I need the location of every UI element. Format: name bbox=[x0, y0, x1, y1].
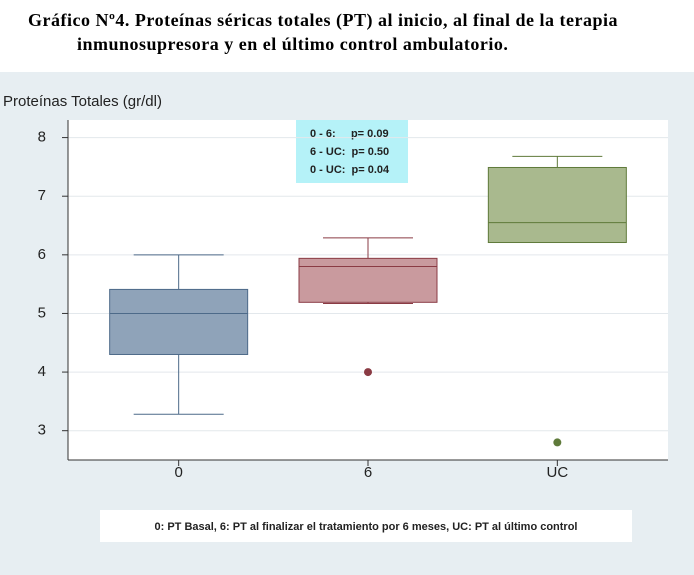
annotation: 6 - UC: p= 0.50 bbox=[310, 146, 389, 158]
footnote: 0: PT Basal, 6: PT al finalizar el trata… bbox=[155, 521, 578, 533]
chart-title: Gráfico Nº4. Proteínas séricas totales (… bbox=[28, 10, 618, 31]
box bbox=[109, 288, 249, 355]
box bbox=[298, 257, 438, 303]
y-tick-label: 4 bbox=[38, 363, 46, 380]
x-tick-label: UC bbox=[546, 464, 568, 481]
y-tick-label: 6 bbox=[38, 246, 46, 263]
y-axis-label: Proteínas Totales (gr/dl) bbox=[3, 93, 162, 110]
y-tick-label: 7 bbox=[38, 187, 46, 204]
x-tick-label: 6 bbox=[364, 464, 372, 481]
x-tick-label: 0 bbox=[174, 464, 182, 481]
box bbox=[487, 166, 627, 244]
y-tick-label: 8 bbox=[38, 129, 46, 146]
y-tick-label: 5 bbox=[38, 304, 46, 321]
outlier bbox=[553, 438, 562, 447]
chart-title: inmunosupresora y en el último control a… bbox=[77, 34, 508, 54]
footnote-box bbox=[100, 510, 632, 542]
y-tick-label: 3 bbox=[38, 422, 46, 439]
outlier bbox=[364, 368, 372, 377]
annotation: 0 - UC: p= 0.04 bbox=[310, 164, 390, 176]
annotation: 0 - 6: p= 0.09 bbox=[310, 128, 389, 140]
annotation-box bbox=[296, 120, 408, 183]
